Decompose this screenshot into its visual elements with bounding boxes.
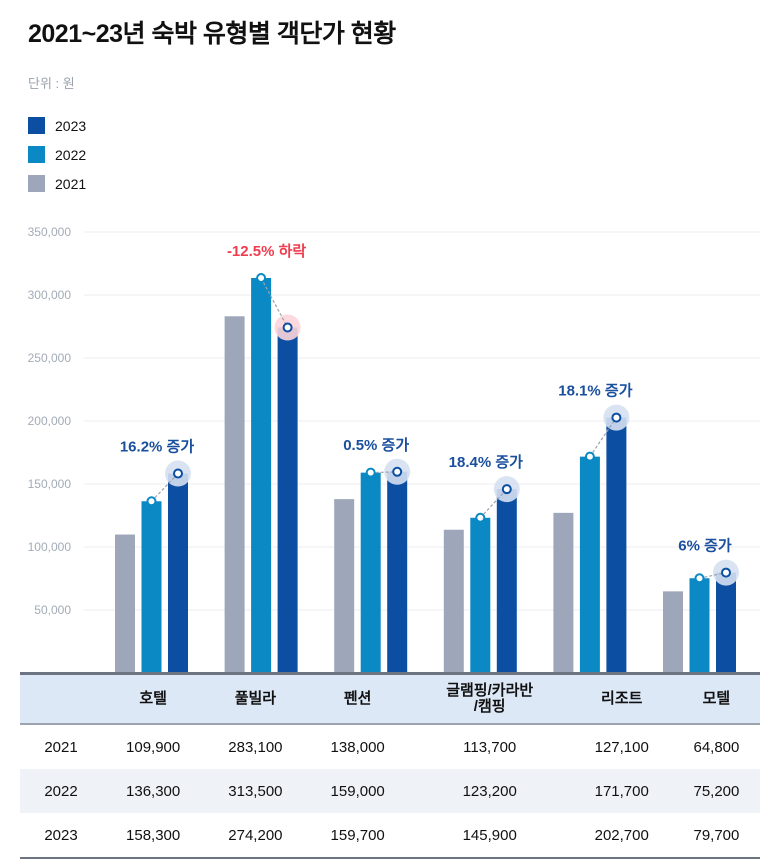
marker-2023 bbox=[392, 466, 403, 477]
bar-2023 bbox=[716, 572, 736, 673]
gridlines: 50,000 100,000 150,000 200,000 250,000 300,00… bbox=[28, 225, 760, 617]
bar-2022 bbox=[689, 578, 710, 673]
bar-2021 bbox=[553, 512, 574, 673]
legend-label: 2023 bbox=[55, 117, 87, 134]
bar-2023 bbox=[168, 473, 188, 673]
table-cell: 109,900 bbox=[126, 738, 181, 756]
bars bbox=[115, 277, 736, 673]
table-cell: 64,800 bbox=[693, 738, 740, 756]
marker-2023 bbox=[282, 322, 293, 333]
annotations: 16.2% 증가 -12.5% 하락 0.5% 증가 18.4% 증가 18.1% 증가… bbox=[120, 242, 739, 586]
marker-2023 bbox=[173, 468, 183, 479]
unit-label: 단위 : 원 bbox=[28, 76, 75, 91]
legend-swatch-2021 bbox=[28, 175, 45, 192]
bar-2021 bbox=[115, 534, 135, 673]
table-cell: 274,200 bbox=[228, 826, 283, 844]
table-row-year: 2023 bbox=[44, 826, 78, 844]
bar-2023 bbox=[277, 327, 298, 673]
y-tick-label: 50,000 bbox=[34, 603, 71, 617]
marker-2023 bbox=[501, 484, 512, 495]
table-cell: 113,700 bbox=[463, 738, 517, 756]
table-cell: 283,100 bbox=[228, 738, 283, 756]
table-row-year: 2022 bbox=[44, 782, 78, 800]
bar-2021 bbox=[663, 591, 683, 673]
bar-2022 bbox=[141, 501, 162, 673]
y-tick-label: 100,000 bbox=[28, 540, 72, 554]
table-cell: 202,700 bbox=[594, 826, 649, 844]
table-header-cell: 풀빌라 bbox=[234, 690, 277, 707]
bar-2022 bbox=[579, 456, 600, 673]
table-cell: 159,000 bbox=[330, 782, 385, 800]
table-cell: 313,500 bbox=[228, 782, 283, 800]
table-row: 2021 109,900 283,100 138,000 113,700 127… bbox=[20, 724, 760, 769]
marker-2022 bbox=[146, 496, 157, 507]
data-table: 호텔 풀빌라 펜션 글램핑/카라반 /캠핑 리조트 모텔 2021 109,90… bbox=[20, 673, 760, 859]
table-header-cell: 모텔 bbox=[702, 690, 731, 707]
legend-item-2023: 2023 bbox=[28, 111, 86, 140]
table-cell: 138,000 bbox=[330, 738, 385, 756]
bar-2021 bbox=[224, 316, 245, 673]
table-header-cell: 펜션 bbox=[343, 690, 372, 707]
bar-2021 bbox=[443, 529, 464, 673]
bar-2021 bbox=[334, 499, 355, 673]
table-cell: 75,200 bbox=[693, 782, 740, 800]
bar-2022 bbox=[360, 472, 381, 673]
marker-2022 bbox=[256, 272, 267, 283]
bar-2023 bbox=[496, 489, 517, 673]
y-tick-label: 250,000 bbox=[28, 351, 72, 365]
marker-2022 bbox=[475, 512, 486, 523]
change-annotation: 18.4% 증가 bbox=[449, 454, 523, 471]
table-cell: 145,900 bbox=[462, 826, 517, 844]
table-row: 2022 136,300 313,500 159,000 123,200 171… bbox=[20, 769, 760, 813]
trend-connector bbox=[151, 473, 179, 502]
table-cell: 127,100 bbox=[594, 738, 649, 756]
legend-item-2022: 2022 bbox=[28, 140, 86, 169]
table-cell: 171,700 bbox=[594, 782, 649, 800]
change-annotation: 16.2% 증가 bbox=[120, 439, 194, 456]
marker-2022 bbox=[584, 451, 595, 462]
legend-item-2021: 2021 bbox=[28, 169, 86, 198]
table-cell: 123,200 bbox=[462, 782, 517, 800]
chart-title: 2021~23년 숙박 유형별 객단가 현황 bbox=[28, 20, 396, 48]
trend-connector bbox=[479, 488, 508, 519]
table-cell: 159,700 bbox=[330, 826, 385, 844]
table-header-cell: 리조트 bbox=[601, 690, 643, 707]
table-row-year: 2021 bbox=[44, 738, 78, 756]
bar-2023 bbox=[606, 417, 627, 673]
marker-2023 bbox=[611, 412, 622, 423]
marker-2023 bbox=[721, 567, 731, 578]
table-header-row: 호텔 풀빌라 펜션 글램핑/카라반 /캠핑 리조트 모텔 bbox=[20, 674, 760, 724]
table-header-cell bbox=[20, 674, 102, 724]
bar-2022 bbox=[470, 517, 491, 673]
table-row: 2023 158,300 274,200 159,700 145,900 202… bbox=[20, 813, 760, 858]
change-annotation: 6% 증가 bbox=[678, 538, 732, 555]
table-cell: 158,300 bbox=[126, 826, 181, 844]
y-tick-label: 300,000 bbox=[28, 288, 72, 302]
legend-swatch-2023 bbox=[28, 117, 45, 134]
table-cell: 79,700 bbox=[693, 826, 740, 844]
legend-label: 2022 bbox=[55, 146, 87, 163]
marker-2022 bbox=[694, 573, 705, 584]
bar-2022 bbox=[251, 277, 272, 673]
y-tick-label: 350,000 bbox=[28, 225, 72, 239]
bar-chart: 50,000 100,000 150,000 200,000 250,000 300,00… bbox=[20, 225, 760, 674]
marker-2022 bbox=[365, 467, 376, 478]
change-annotation: 18.1% 증가 bbox=[558, 383, 632, 400]
table-cell: 136,300 bbox=[126, 782, 181, 800]
y-tick-label: 200,000 bbox=[28, 414, 72, 428]
table-header-cell: 호텔 bbox=[139, 690, 167, 707]
change-annotation: 0.5% 증가 bbox=[343, 437, 409, 454]
legend-label: 2021 bbox=[55, 175, 87, 192]
legend-swatch-2022 bbox=[28, 146, 45, 163]
change-annotation: -12.5% 하락 bbox=[227, 242, 306, 260]
trend-connector bbox=[589, 417, 617, 457]
trend-connector bbox=[260, 277, 289, 328]
y-tick-label: 150,000 bbox=[28, 477, 72, 491]
table-header-cell: 글램핑/카라반 /캠핑 bbox=[446, 682, 534, 715]
legend: 2023 2022 2021 bbox=[28, 111, 86, 198]
bar-2023 bbox=[387, 471, 408, 673]
